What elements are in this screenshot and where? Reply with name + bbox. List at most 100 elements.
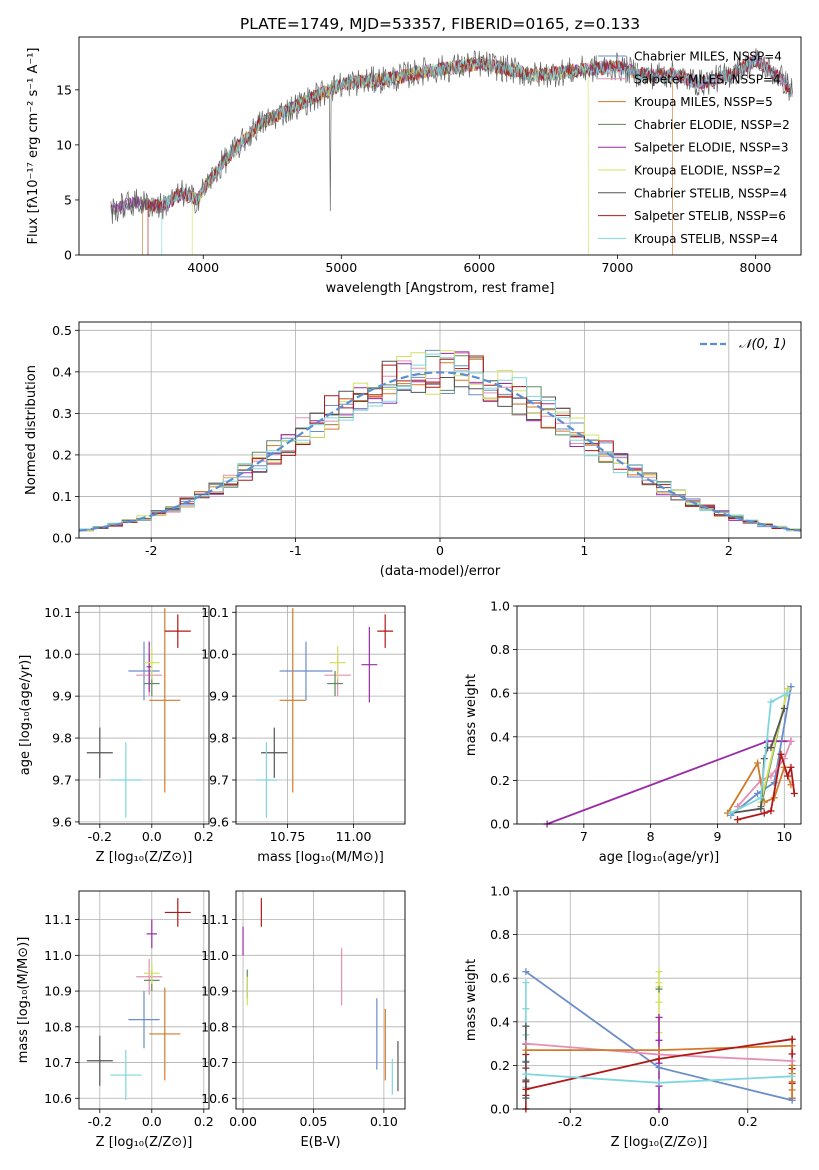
mass-vs-ebv-y-tick-label: 11.1 [201, 912, 229, 927]
age-vs-z-x-tick-label: 0.2 [194, 829, 214, 844]
mass-vs-z-x-tick-label: 0.0 [142, 1114, 162, 1129]
residuals-y-tick-label: 0.4 [52, 364, 72, 379]
spectrum-series-kroupa_elodie [191, 57, 589, 256]
mass-vs-ebv-panel: 0.00 0.05 0.10 10.6 10.7 10.8 10.9 11.0 11.1 E(B-… [201, 890, 406, 1150]
weight-vs-age-y-tick-label: 0.0 [490, 817, 510, 832]
residuals-x-tick-label: 0 [436, 543, 444, 558]
age-vs-mass-x-axis-label: mass [log₁₀(M/M⊙)] [257, 850, 384, 865]
age-vs-mass-x-tick-label: 10.75 [270, 829, 306, 844]
residuals-frame [78, 321, 802, 539]
mass-vs-z-x-tick-label: 0.2 [194, 1114, 214, 1129]
age-vs-mass-y-tick-label: 9.8 [209, 731, 229, 746]
residuals-x-tick-label: -2 [145, 543, 157, 558]
mass-vs-z-y-tick-label: 10.8 [44, 1019, 72, 1034]
spectrum-frame [78, 36, 802, 256]
weight-vs-z-x-axis-label: Z [log₁₀(Z/Z⊙)] [611, 1135, 708, 1150]
residuals-x-tick-label: 2 [725, 543, 733, 558]
weight-vs-age-y-tick-label: 0.4 [490, 729, 510, 744]
mass-vs-ebv-x-tick-label: 0.00 [229, 1114, 257, 1129]
gaussian-curve [78, 371, 802, 532]
weight-vs-z-x-tick-label: -0.2 [558, 1114, 582, 1129]
age-vs-z-x-axis-label: Z [log₁₀(Z/Z⊙)] [96, 850, 193, 865]
weight-vs-age-series-kroupa_stelib [730, 692, 789, 814]
spectrum-y-tick-label: 15 [56, 82, 72, 97]
spectrum-x-tick-label: 4000 [187, 260, 219, 275]
spectrum-series-salpeter_stelib [147, 55, 793, 255]
weight-vs-age-x-tick-label: 7 [580, 829, 588, 844]
mass-vs-z-y-tick-label: 11.1 [44, 912, 72, 927]
mass-vs-z-x-tick-label: -0.2 [88, 1114, 112, 1129]
mass-vs-z-y-tick-label: 11.0 [44, 948, 72, 963]
age-vs-mass-panel: 10.75 11.00 9.6 9.7 9.8 9.9 10.0 10.1 mass [log₁… [201, 605, 406, 865]
spectrum-legend-label: Kroupa ELODIE, NSSP=2 [634, 164, 781, 178]
spectrum-y-axis-label: Flux [fλ10⁻¹⁷ erg cm⁻² s⁻¹ A⁻¹] [26, 48, 41, 245]
residuals-y-tick-label: 0.1 [52, 489, 72, 504]
age-vs-z-x-tick-label: -0.2 [88, 829, 112, 844]
spectrum-y-tick-label: 10 [56, 137, 72, 152]
residuals-y-tick-label: 0.3 [52, 406, 72, 421]
spectrum-legend-label: Kroupa STELIB, NSSP=4 [634, 232, 778, 246]
mass-vs-ebv-y-tick-label: 10.7 [201, 1055, 229, 1070]
mass-vs-z-y-tick-label: 10.9 [44, 984, 72, 999]
age-vs-mass-frame [235, 605, 406, 825]
mass-vs-z-x-axis-label: Z [log₁₀(Z/Z⊙)] [96, 1135, 193, 1150]
age-vs-z-y-tick-label: 9.8 [52, 731, 72, 746]
spectrum-legend-label: Kroupa MILES, NSSP=5 [634, 95, 773, 109]
spectrum-legend-label: Chabrier STELIB, NSSP=4 [634, 186, 787, 200]
weight-vs-age-series-kroupa_elodie [760, 688, 789, 803]
age-vs-mass-y-tick-label: 10.0 [201, 647, 229, 662]
weight-vs-z-y-tick-label: 1.0 [490, 884, 510, 899]
mass-vs-ebv-y-tick-label: 10.9 [201, 984, 229, 999]
age-vs-z-y-axis-label: age [log₁₀(age/yr)] [18, 655, 33, 776]
spectrum-x-tick-label: 6000 [463, 260, 495, 275]
residuals-y-axis-label: Normed distribution [24, 365, 39, 495]
weight-vs-age-y-tick-label: 0.8 [490, 642, 510, 657]
gaussian-legend-label: 𝒩(0, 1) [739, 337, 786, 352]
spectrum-legend-label: Salpeter ELODIE, NSSP=3 [634, 141, 789, 155]
age-vs-mass-y-tick-label: 9.6 [209, 814, 229, 829]
residuals-y-tick-label: 0.5 [52, 323, 72, 338]
mass-vs-z-y-tick-label: 10.6 [44, 1091, 72, 1106]
weight-vs-z-y-tick-label: 0.6 [490, 971, 510, 986]
residuals-x-tick-label: -1 [289, 543, 301, 558]
age-vs-z-y-tick-label: 10.1 [44, 605, 72, 620]
age-vs-z-y-tick-label: 9.6 [52, 814, 72, 829]
weight-vs-z-frame [516, 890, 802, 1110]
mass-vs-z-y-tick-label: 10.7 [44, 1055, 72, 1070]
weight-vs-age-y-tick-label: 0.6 [490, 686, 510, 701]
weight-vs-age-y-tick-label: 0.2 [490, 773, 510, 788]
mass-vs-ebv-y-tick-label: 10.8 [201, 1019, 229, 1034]
residuals-x-axis-label: (data-model)/error [380, 564, 501, 579]
spectrum-y-tick-label: 5 [64, 192, 72, 207]
mass-vs-ebv-y-tick-label: 11.0 [201, 948, 229, 963]
age-vs-z-y-tick-label: 10.0 [44, 647, 72, 662]
weight-vs-age-frame [516, 605, 802, 825]
weight-vs-age-x-tick-label: 8 [647, 829, 655, 844]
spectrum-series-kroupa_stelib [161, 55, 793, 255]
mass-vs-ebv-x-tick-label: 0.10 [370, 1114, 398, 1129]
age-vs-z-frame [78, 605, 210, 825]
mass-vs-z-y-axis-label: mass [log₁₀(M/M⊙)] [16, 937, 31, 1064]
weight-vs-age-y-tick-label: 1.0 [490, 599, 510, 614]
age-vs-z-y-tick-label: 9.9 [52, 689, 72, 704]
age-vs-z-x-tick-label: 0.0 [142, 829, 162, 844]
weight-vs-z-y-tick-label: 0.0 [490, 1102, 510, 1117]
spectrum-panel: 4000 5000 6000 7000 8000 0 5 10 15 wavelength [An… [26, 36, 802, 296]
mass-vs-ebv-frame [235, 890, 406, 1110]
weight-vs-z-y-tick-label: 0.8 [490, 927, 510, 942]
age-vs-mass-y-tick-label: 9.7 [209, 772, 229, 787]
spectrum-x-tick-label: 8000 [740, 260, 772, 275]
weight-vs-z-y-axis-label: mass weight [464, 959, 479, 1041]
figure-title: PLATE=1749, MJD=53357, FIBERID=0165, z=0… [240, 15, 640, 33]
spectrum-x-tick-label: 7000 [601, 260, 633, 275]
weight-vs-age-x-axis-label: age [log₁₀(age/yr)] [599, 850, 720, 865]
residuals-x-tick-label: 1 [580, 543, 588, 558]
residual-histogram-panel: -2 -1 0 1 2 0.0 0.1 0.2 0.3 0.4 0.5 (data-model)/er… [24, 321, 802, 579]
residuals-y-tick-label: 0.0 [52, 531, 72, 546]
spectrum-legend-label: Salpeter STELIB, NSSP=6 [634, 209, 786, 223]
weight-vs-age-y-axis-label: mass weight [464, 674, 479, 756]
residuals-y-tick-label: 0.2 [52, 447, 72, 462]
weight-vs-z-y-tick-label: 0.4 [490, 1014, 510, 1029]
spectrum-x-tick-label: 5000 [325, 260, 357, 275]
